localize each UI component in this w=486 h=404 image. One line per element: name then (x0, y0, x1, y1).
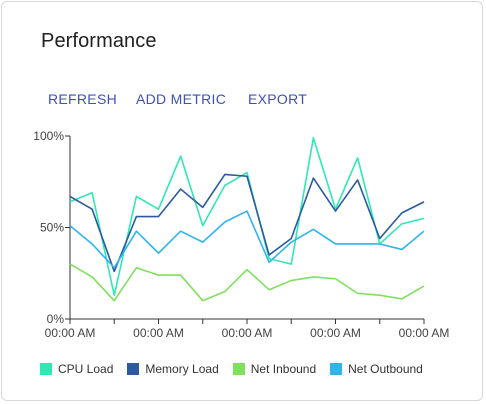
legend-swatch (127, 363, 140, 375)
refresh-button[interactable]: REFRESH (48, 91, 117, 107)
series-line-memory-load (69, 173, 425, 273)
add-metric-button[interactable]: ADD METRIC (136, 91, 227, 107)
export-button[interactable]: EXPORT (248, 91, 308, 107)
y-tick-label: 50% (40, 221, 64, 235)
series-line-net-inbound (69, 263, 425, 302)
x-tick-label: 00:00 AM (399, 326, 450, 340)
legend-item[interactable]: Net Inbound (232, 362, 317, 376)
series-line-cpu-load (69, 137, 425, 297)
x-tick-label: 00:00 AM (133, 326, 184, 340)
y-tick-label: 100% (33, 129, 64, 143)
legend-label: Net Outbound (348, 362, 423, 376)
x-tick-label: 00:00 AM (310, 326, 361, 340)
legend-swatch (232, 363, 245, 375)
series-line-net-outbound (69, 210, 425, 269)
x-tick-label: 00:00 AM (45, 326, 96, 340)
legend-label: Net Inbound (250, 362, 317, 376)
chart-legend: CPU Load Memory Load Net Inbound Net Outbou… (40, 362, 437, 376)
legend-label: CPU Load (58, 362, 114, 376)
legend-item[interactable]: Net Outbound (330, 362, 423, 376)
legend-swatch (40, 363, 52, 375)
y-tick-label: 0% (47, 312, 65, 326)
legend-item[interactable]: CPU Load (40, 362, 113, 376)
x-tick-label: 00:00 AM (222, 326, 273, 340)
legend-label: Memory Load (145, 362, 219, 376)
legend-swatch (330, 363, 343, 375)
legend-item[interactable]: Memory Load (127, 362, 219, 376)
card-title: Performance (41, 30, 157, 52)
